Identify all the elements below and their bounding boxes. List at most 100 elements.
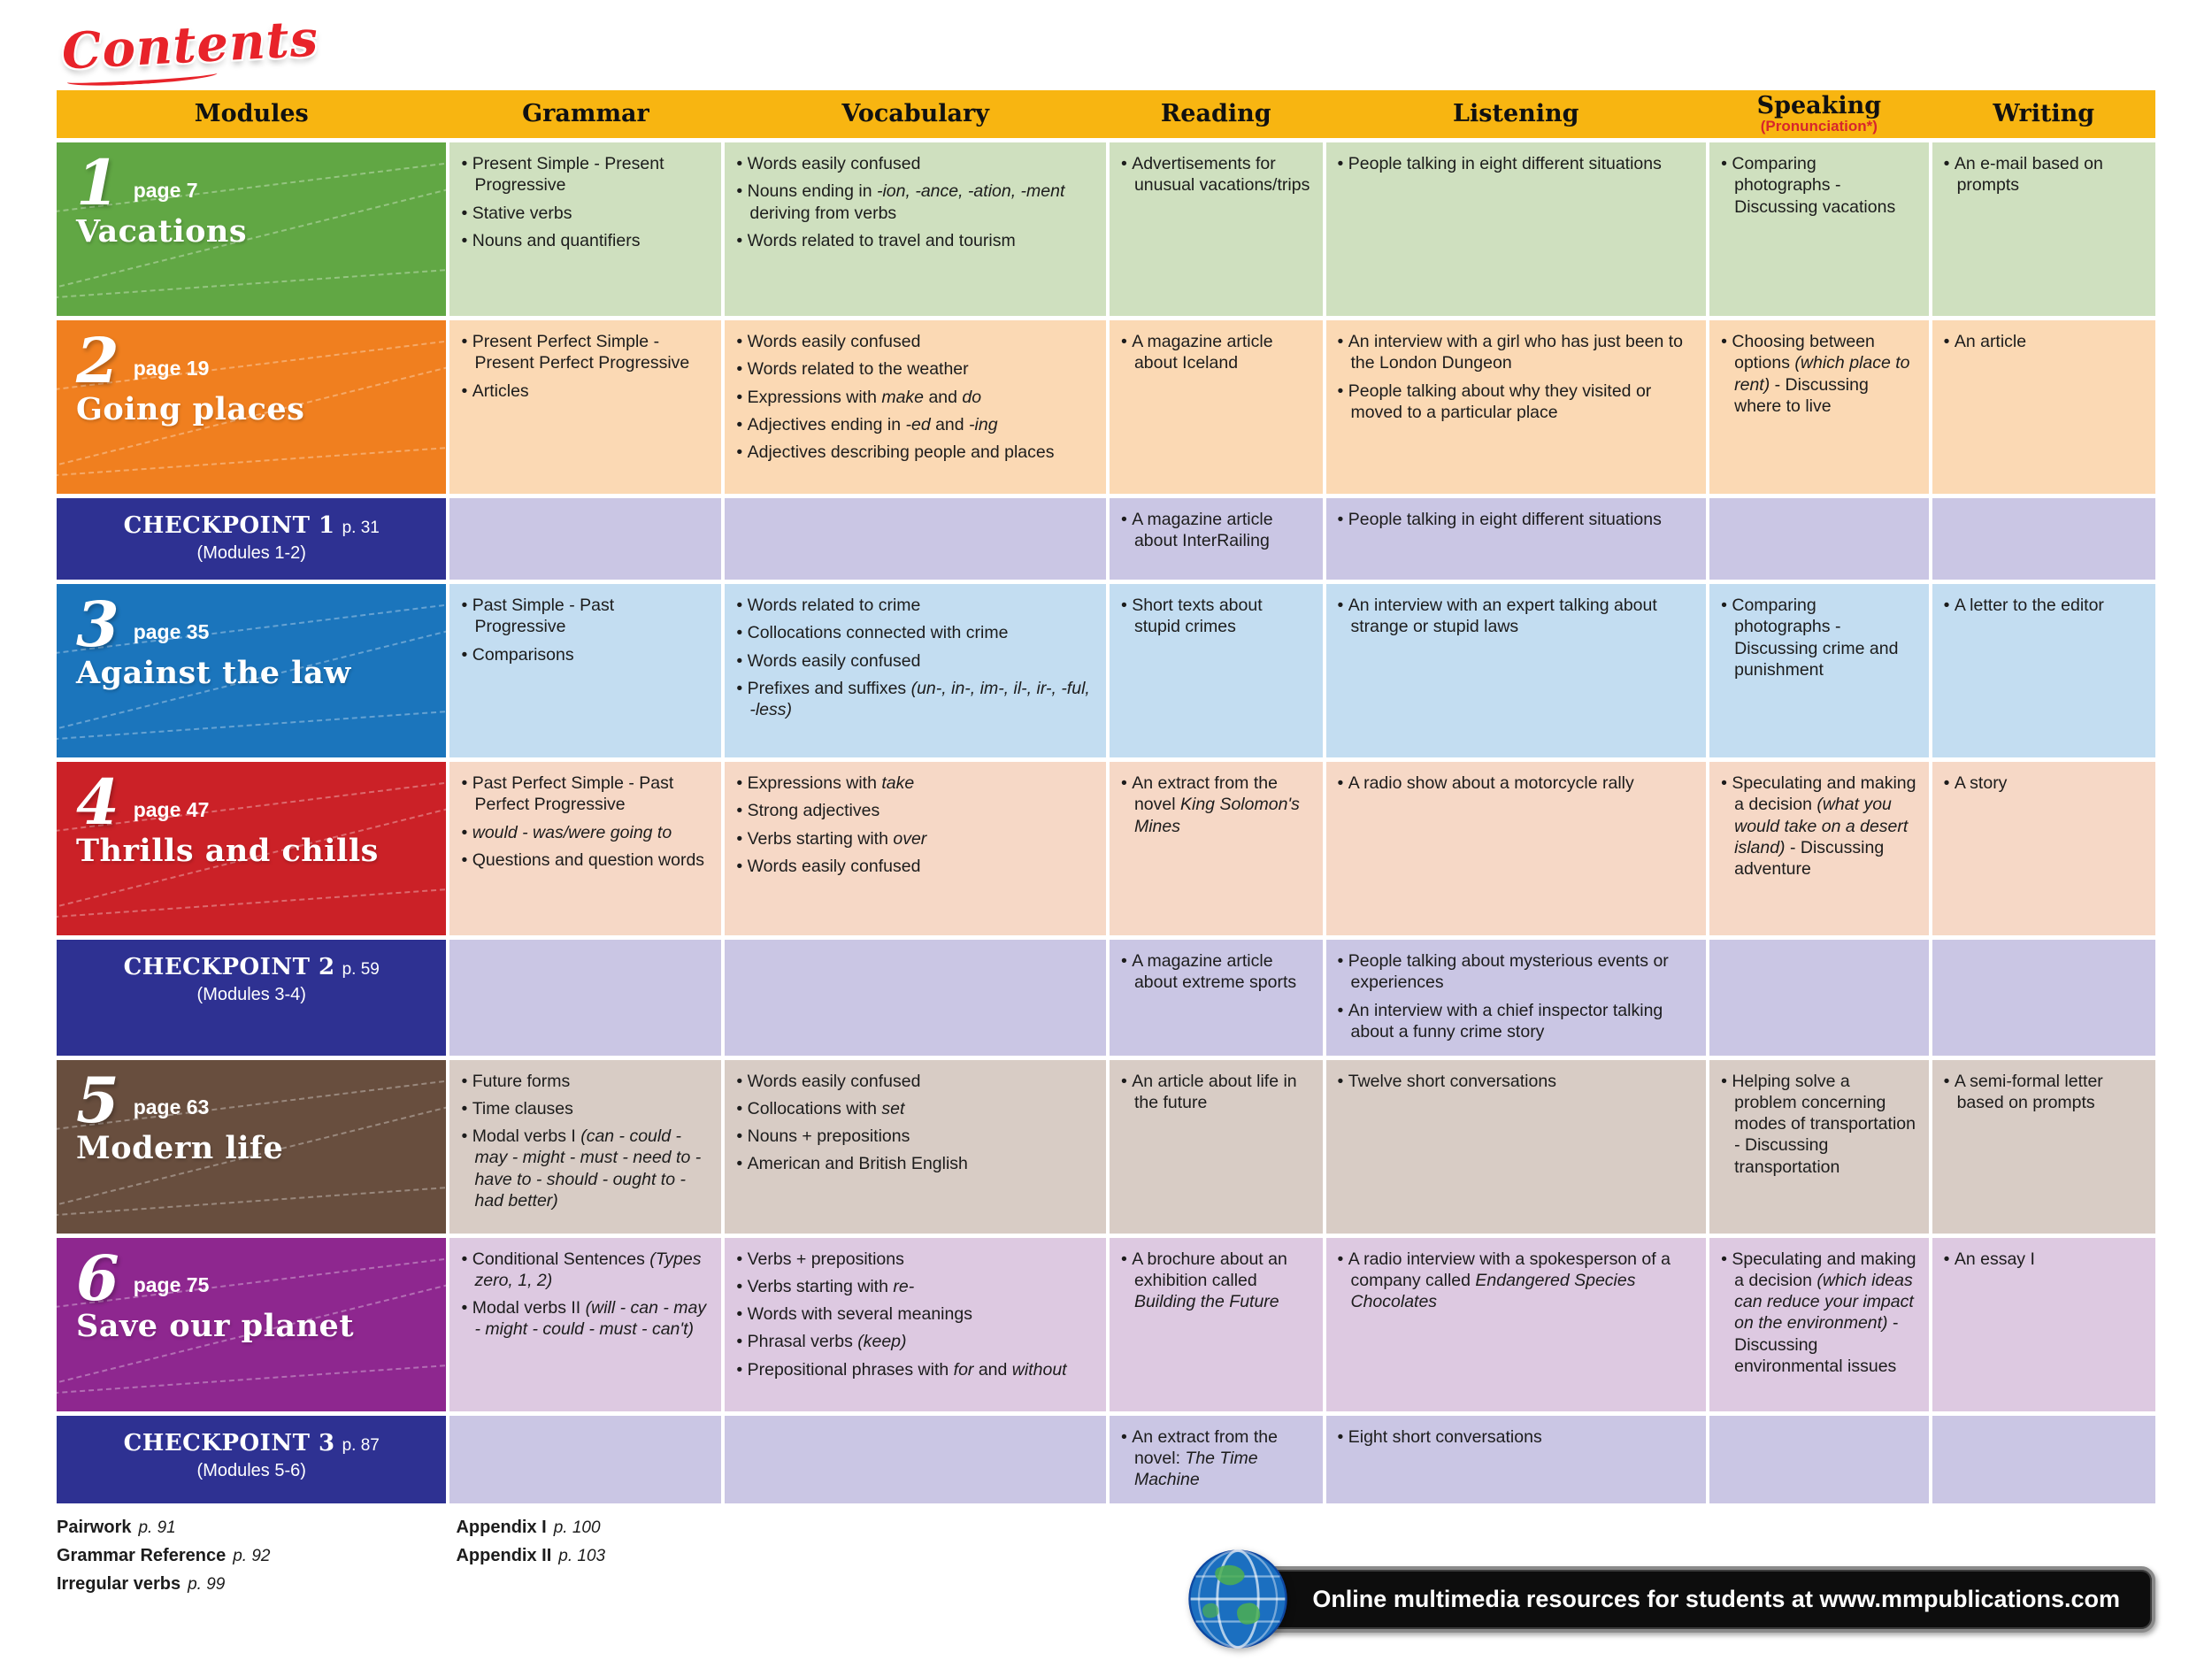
cell-reading: A magazine article about extreme sports <box>1109 940 1323 1056</box>
module-row-3: 3 page 35 Against the law Past Simple - Pas… <box>57 584 2155 758</box>
module-title: Going places <box>76 390 305 427</box>
cell-writing: A letter to the editor <box>1932 584 2155 758</box>
resources-banner-pill: Online multimedia resources for students… <box>1259 1565 2155 1633</box>
bullet-item: Verbs starting with re- <box>736 1276 1094 1297</box>
header-cell-speaking: Speaking (Pronunciation*) <box>1709 90 1928 138</box>
module-title: Modern life <box>76 1130 284 1167</box>
module-title: Against the law <box>76 654 351 691</box>
speaking-list: Speculating and making a decision (which… <box>1721 1249 1916 1377</box>
cell-grammar: Present Perfect Simple - Present Perfect… <box>449 320 722 495</box>
module-title: Save our planet <box>76 1308 354 1345</box>
reading-list: An extract from the novel King Solomon's… <box>1121 773 1310 837</box>
cell-speaking: Speculating and making a decision (which… <box>1709 1237 1929 1411</box>
cell-speaking <box>1709 498 1929 580</box>
cell-reading: An extract from the novel: The Time Mach… <box>1109 1415 1323 1504</box>
bullet-item: Speculating and making a decision (what … <box>1721 773 1916 880</box>
checkpoint-subtitle: (Modules 3-4) <box>196 985 306 1005</box>
module-label: 3 page 35 Against the law <box>57 584 447 758</box>
bullet-item: Words easily confused <box>736 856 1094 877</box>
module-number: 3 <box>76 588 119 662</box>
listening-list: A radio show about a motorcycle rally <box>1338 773 1694 794</box>
cell-vocabulary: Words easily confused Nouns ending in -io… <box>725 142 1106 317</box>
footer-link-page: p. 103 <box>558 1547 606 1566</box>
reading-list: A magazine article about Iceland <box>1121 331 1310 373</box>
header-speaking-subtitle: (Pronunciation*) <box>1760 118 1878 135</box>
bullet-item: Words easily confused <box>736 650 1094 672</box>
bullet-item: An extract from the novel King Solomon's… <box>1121 773 1310 837</box>
bullet-item: An essay I <box>1944 1249 2143 1270</box>
cell-reading: An extract from the novel King Solomon's… <box>1109 762 1323 936</box>
dashed-line-decoration <box>57 264 447 301</box>
bullet-item: Nouns ending in -ion, -ance, -ation, -me… <box>736 181 1094 223</box>
cell-listening: People talking about mysterious events o… <box>1325 940 1707 1056</box>
footer-link-label: Pairwork <box>57 1518 132 1538</box>
cell-vocabulary: Words related to crime Collocations conne… <box>725 584 1106 758</box>
header-cell-reading: Reading <box>1160 99 1271 127</box>
bullet-item: Future forms <box>461 1071 709 1092</box>
bullet-item: A brochure about an exhibition called Bu… <box>1121 1249 1310 1313</box>
module-page: page 7 <box>133 178 198 202</box>
cell-listening: An interview with a girl who has just be… <box>1325 320 1707 495</box>
bullet-item: An interview with an expert talking abou… <box>1338 595 1694 637</box>
footer-link-appendix-2: Appendix II p. 103 <box>456 1546 605 1566</box>
bullet-item: Collocations with set <box>736 1098 1094 1119</box>
bullet-item: Collocations connected with crime <box>736 622 1094 643</box>
bullet-item: An interview with a chief inspector talk… <box>1338 1000 1694 1042</box>
bullet-item: Adjectives describing people and places <box>736 442 1094 463</box>
module-row-5: 5 page 63 Modern life Future forms Time clau… <box>57 1059 2155 1234</box>
cell-writing: An article <box>1932 320 2155 495</box>
module-number: 2 <box>76 324 119 398</box>
footer-link-page: p. 92 <box>233 1547 271 1566</box>
vocabulary-list: Words easily confused Words related to th… <box>736 331 1094 463</box>
cell-speaking: Speculating and making a decision (what … <box>1709 762 1929 936</box>
bullet-item: Comparing photographs - Discussing vacat… <box>1721 153 1916 218</box>
checkpoint-title: CHECKPOINT 3 <box>123 1429 335 1457</box>
module-label: 5 page 63 Modern life <box>57 1059 447 1234</box>
cell-speaking: Choosing between options (which place to… <box>1709 320 1929 495</box>
bullet-item: Choosing between options (which place to… <box>1721 331 1916 417</box>
speaking-list: Helping solve a problem concerning modes… <box>1721 1071 1916 1178</box>
vocabulary-list: Words easily confused Collocations with s… <box>736 1071 1094 1175</box>
cell-listening: People talking in eight different situat… <box>1325 498 1707 580</box>
bullet-item: People talking in eight different situat… <box>1338 153 1694 174</box>
reading-list: Advertisements for unusual vacations/tri… <box>1121 153 1310 196</box>
module-label: 1 page 7 Vacations <box>57 142 447 317</box>
cell-vocabulary <box>725 940 1106 1056</box>
module-row-6: 6 page 75 Save our planet Conditional Sente… <box>57 1237 2155 1411</box>
module-number: 6 <box>76 1241 119 1315</box>
cell-writing <box>1932 940 2155 1056</box>
bullet-item: Past Perfect Simple - Past Perfect Progr… <box>461 773 709 815</box>
module-title: Vacations <box>76 212 248 250</box>
bullet-item: An e-mail based on prompts <box>1944 153 2143 196</box>
module-page: page 19 <box>133 356 210 380</box>
bullet-item: Speculating and making a decision (which… <box>1721 1249 1916 1377</box>
module-page: page 75 <box>133 1273 210 1297</box>
bullet-item: Comparisons <box>461 644 709 665</box>
dashed-line-decoration <box>57 705 447 742</box>
cell-reading: Short texts about stupid crimes <box>1109 584 1323 758</box>
bullet-item: Prefixes and suffixes (un-, in-, im-, il… <box>736 678 1094 720</box>
listening-list: Eight short conversations <box>1338 1426 1694 1448</box>
header-row: Modules Grammar Vocabulary Reading Liste… <box>57 90 2155 139</box>
module-row-1: 1 page 7 Vacations Present Simple - Present… <box>57 142 2155 317</box>
checkpoint-row-1: CHECKPOINT 1 p. 31 (Modules 1-2) A magazine… <box>57 498 2155 580</box>
bullet-item: Adjectives ending in -ed and -ing <box>736 414 1094 435</box>
bullet-item: Words related to the weather <box>736 358 1094 380</box>
footer-link-label: Appendix II <box>456 1546 552 1566</box>
bullet-item: Time clauses <box>461 1098 709 1119</box>
footer-link-label: Irregular verbs <box>57 1574 181 1595</box>
cell-grammar: Future forms Time clauses Modal verbs I (c… <box>449 1059 722 1234</box>
vocabulary-list: Verbs + prepositions Verbs starting with … <box>736 1249 1094 1380</box>
cell-writing: A story <box>1932 762 2155 936</box>
footer-link-label: Appendix I <box>456 1518 547 1538</box>
grammar-list: Future forms Time clauses Modal verbs I (c… <box>461 1071 709 1211</box>
bullet-item: Articles <box>461 380 709 402</box>
cell-grammar: Past Simple - Past Progressive Comparison… <box>449 584 722 758</box>
bullet-item: Verbs starting with over <box>736 828 1094 849</box>
cell-vocabulary: Verbs + prepositions Verbs starting with … <box>725 1237 1106 1411</box>
grammar-list: Present Perfect Simple - Present Perfect… <box>461 331 709 402</box>
bullet-item: An interview with a girl who has just be… <box>1338 331 1694 373</box>
bullet-item: Twelve short conversations <box>1338 1071 1694 1092</box>
cell-listening: Twelve short conversations <box>1325 1059 1707 1234</box>
bullet-item: People talking about mysterious events o… <box>1338 950 1694 993</box>
